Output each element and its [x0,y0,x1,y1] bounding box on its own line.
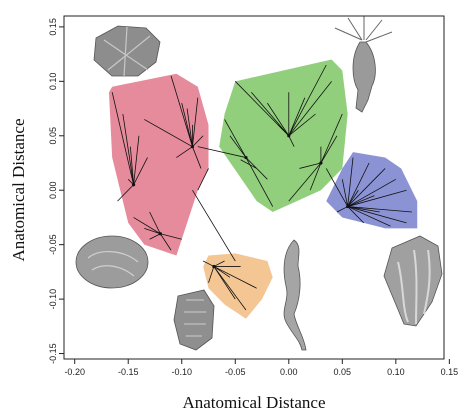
branch-line [288,135,295,147]
branch-line [133,157,148,185]
specimen-illustration-top-left [93,25,161,77]
link-line [197,146,247,158]
branch-line [336,206,348,213]
branch-line [149,211,161,234]
x-tick-label: 0.05 [334,367,352,377]
branch-line [213,260,225,267]
x-tick-label: -0.15 [118,367,139,377]
x-tick-label: 0.00 [280,367,298,377]
node-point [287,134,291,138]
branch-line [277,124,290,137]
y-tick-label: -0.05 [48,234,58,255]
x-tick-label: -0.20 [64,367,85,377]
y-tick-label: 0.00 [48,181,58,199]
branch-line [245,157,274,207]
branch-line [251,91,290,137]
branch-line [192,135,204,147]
branch-line [144,119,193,148]
branch-line [213,266,247,311]
link-line [197,168,209,191]
branch-line [144,227,161,235]
specimen-illustration-bottom-left [173,289,215,351]
branch-line [149,233,161,240]
branch-line [267,102,290,136]
y-axis-title: Anatomical Distance [9,118,28,261]
branch-line [320,113,343,164]
branch-line [347,157,354,207]
x-tick-label: -0.10 [171,367,192,377]
branch-line [288,97,306,136]
y-tick-label: 0.05 [48,127,58,145]
branch-line [176,146,193,158]
branch-line [170,75,193,147]
branch-line [347,206,380,213]
group-hull-2 [219,59,348,212]
branch-line [347,206,391,227]
y-tick-label: 0.15 [48,18,58,36]
branch-line [202,260,215,267]
branch-line [347,168,386,207]
group-hull-1 [108,73,209,256]
branch-line [224,119,247,158]
branch-line [288,64,327,136]
branch-line [347,206,365,224]
branch-line [192,146,202,169]
branch-line [341,179,349,207]
x-axis-title: Anatomical Distance [182,393,325,412]
branch-line [309,162,322,191]
branch-line [117,184,134,202]
plot-frame [63,15,445,360]
node-point [190,145,195,149]
branch-line [288,81,332,137]
x-axis: -0.20 -0.15 -0.10 -0.05 0.00 0.05 0.10 0.15 [64,359,458,377]
x-tick-label: 0.10 [387,367,405,377]
branch-line [122,113,134,185]
node-point [158,232,162,236]
specimen-illustration-top-right [334,16,393,113]
y-tick-label: -0.10 [48,289,58,310]
x-tick-label: -0.05 [225,367,246,377]
branch-line [347,189,407,207]
branch-line [213,266,257,289]
branch-line [347,206,412,213]
branch-line [347,206,407,224]
branch-line [347,195,375,207]
link-line [325,168,349,207]
branch-line [347,178,397,207]
branch-line [129,146,134,185]
node-point [212,264,216,269]
branch-line [192,97,199,147]
branch-line [111,92,134,185]
branch-line [160,233,182,240]
branch-line [229,135,247,158]
specimen-illustration-bottom-center [283,239,307,351]
branch-line [133,135,140,185]
branch-line [347,162,370,207]
branch-line [320,135,338,164]
link-line [192,190,236,262]
branch-line [208,266,215,283]
node-point [131,183,136,187]
branch-line [347,190,359,207]
branch-line [299,162,321,169]
link-line [240,159,257,169]
node-point [319,161,323,165]
branch-line [288,113,316,137]
specimen-illustration-mid-left [75,235,149,289]
branch-line [160,233,172,251]
branch-line [213,266,231,278]
branch-line [288,162,322,202]
y-axis: -0.15 -0.10 -0.05 0.00 0.05 0.10 0.15 [48,18,64,364]
x-tick-label: 0.15 [441,367,459,377]
branch-line [186,108,193,147]
y-tick-label: -0.15 [48,343,58,364]
branch-line [133,217,161,235]
group-hull-3 [326,152,418,229]
specimen-illustration-bottom-right [383,235,443,327]
branch-layer [111,64,412,311]
branch-line [181,103,193,147]
y-tick-label: 0.10 [48,73,58,91]
